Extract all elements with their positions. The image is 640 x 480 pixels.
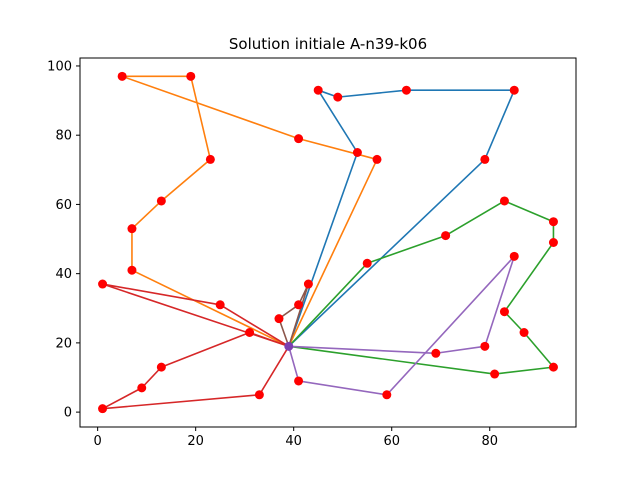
- customer-point: [156, 362, 166, 372]
- customer-point: [352, 148, 362, 157]
- customer-point: [480, 341, 490, 351]
- customer-point: [441, 231, 451, 241]
- route-line-4: [101, 283, 290, 410]
- customer-point: [382, 390, 392, 400]
- customer-point: [156, 196, 166, 206]
- x-tick-label: 0: [94, 434, 102, 449]
- customer-point: [303, 279, 313, 289]
- x-tick-label: 60: [383, 434, 400, 449]
- customer-point: [362, 258, 372, 268]
- x-tick-label: 40: [285, 434, 302, 449]
- customer-point: [431, 348, 441, 358]
- y-axis: 0 20 40 60 80 100: [47, 59, 80, 421]
- customer-point: [519, 328, 529, 337]
- customer-point: [294, 134, 304, 144]
- customer-point: [274, 314, 284, 324]
- plot-frame: [79, 57, 577, 428]
- chart-title: Solution initiale A-n39-k06: [229, 35, 427, 53]
- customer-point: [98, 279, 108, 289]
- y-tick-label: 40: [55, 267, 72, 282]
- y-tick-label: 80: [55, 129, 72, 144]
- points-layer: [98, 71, 558, 414]
- customer-point: [205, 154, 215, 164]
- customer-point: [499, 307, 509, 317]
- customer-point: [137, 383, 147, 393]
- customer-point: [509, 251, 519, 261]
- x-tick-label: 80: [481, 434, 498, 449]
- customer-point: [117, 71, 127, 81]
- customer-point: [333, 92, 343, 102]
- customer-point: [127, 224, 137, 234]
- customer-point: [490, 369, 500, 379]
- customer-point: [294, 300, 304, 310]
- customer-point: [401, 85, 411, 95]
- depot-point: [284, 341, 294, 351]
- customer-point: [245, 328, 255, 337]
- customer-point: [215, 300, 225, 310]
- customer-point: [499, 196, 509, 206]
- customer-point: [548, 217, 558, 227]
- customer-point: [548, 362, 558, 372]
- route-line-1: [287, 89, 516, 348]
- customer-point: [548, 238, 558, 247]
- customer-point: [509, 85, 519, 95]
- customer-point: [98, 404, 108, 414]
- customer-point: [480, 154, 490, 164]
- x-tick-label: 20: [187, 434, 204, 449]
- customer-point: [127, 265, 137, 275]
- y-tick-label: 60: [55, 198, 72, 213]
- customer-point: [254, 390, 264, 400]
- y-tick-label: 100: [47, 59, 72, 74]
- y-tick-label: 20: [55, 336, 72, 351]
- route-line-2: [121, 75, 378, 348]
- customer-point: [186, 71, 196, 81]
- customer-point: [313, 85, 323, 95]
- customer-point: [294, 376, 304, 386]
- x-axis: 0 20 40 60 80: [94, 427, 498, 449]
- customer-point: [372, 154, 382, 164]
- y-tick-label: 0: [64, 406, 72, 421]
